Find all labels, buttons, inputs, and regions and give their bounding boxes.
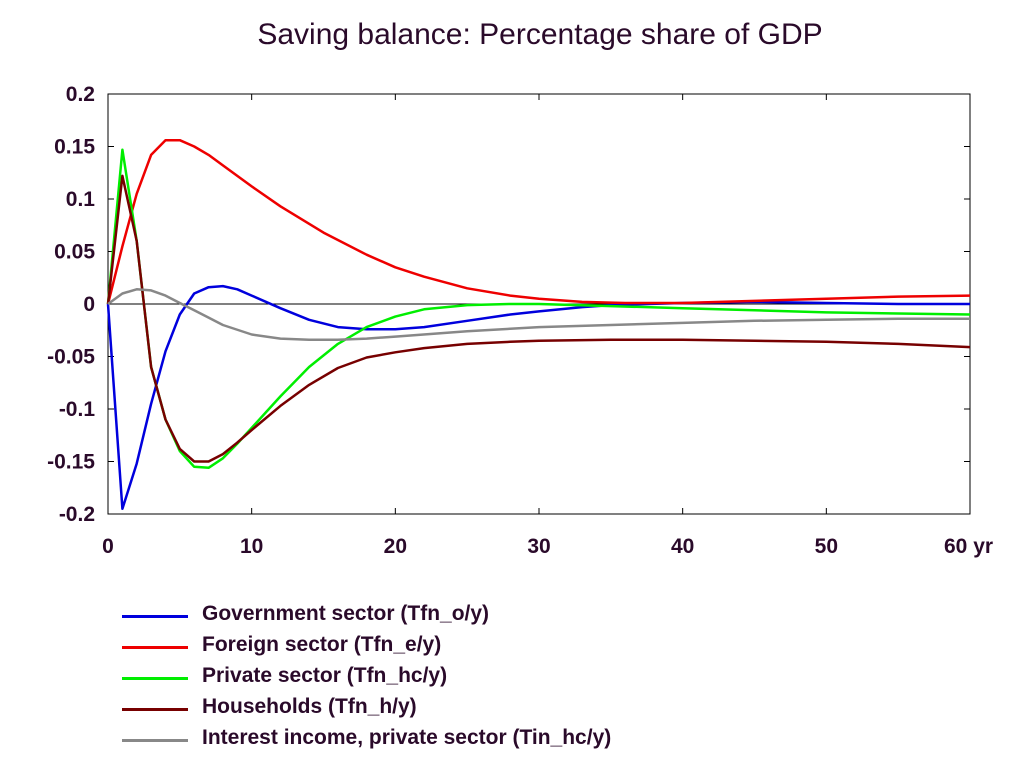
x-tick-label: 10 [240, 535, 263, 558]
y-tick-label: -0.1 [59, 398, 96, 421]
y-tick-label: -0.05 [47, 346, 95, 369]
x-tick-label: 20 [384, 535, 407, 558]
legend-label: Interest income, private sector (Tin_hc/… [202, 726, 612, 749]
x-tick-label: 60 yr [944, 535, 993, 558]
legend-label: Foreign sector (Tfn_e/y) [202, 633, 442, 656]
legend-label: Government sector (Tfn_o/y) [202, 602, 490, 625]
chart-title: Saving balance: Percentage share of GDP [257, 18, 823, 51]
x-tick-label: 30 [527, 535, 550, 558]
series-line-4 [106, 174, 971, 463]
legend-swatch [122, 677, 188, 680]
y-tick-label: 0.05 [54, 241, 95, 264]
x-tick-label: 0 [102, 535, 114, 558]
y-tick-label: 0.15 [54, 136, 95, 159]
series-layer [106, 138, 971, 511]
y-tick-label: -0.2 [59, 503, 95, 526]
legend-label: Private sector (Tfn_hc/y) [202, 664, 448, 687]
x-tick-label: 50 [815, 535, 838, 558]
series-line-2 [106, 138, 971, 305]
legend-swatch [122, 739, 188, 742]
y-tick-label: 0.1 [66, 188, 96, 211]
series-line-5 [107, 288, 970, 341]
legend-label: Households (Tfn_h/y) [202, 695, 417, 718]
tick-labels: 0.2 0.15 0.1 0.05 0 -0.05 -0.1 -0.15 -0.2 0 10 20 30… [47, 83, 993, 558]
x-tick-label: 40 [671, 535, 694, 558]
legend-swatch [122, 615, 188, 618]
y-tick-label: 0 [83, 293, 95, 316]
series-line-3 [106, 148, 971, 470]
legend-swatch [122, 708, 188, 711]
y-tick-label: 0.2 [66, 83, 95, 106]
line-chart: 0.2 0.15 0.1 0.05 0 -0.05 -0.1 -0.15 -0.2 0 10 20 30… [47, 83, 993, 558]
y-tick-label: -0.15 [47, 451, 95, 474]
legend-swatch [122, 646, 188, 649]
